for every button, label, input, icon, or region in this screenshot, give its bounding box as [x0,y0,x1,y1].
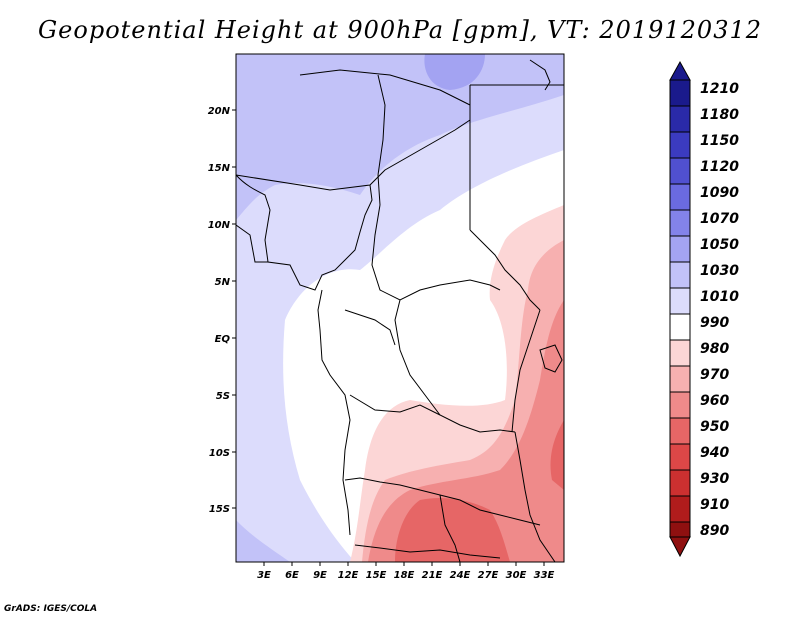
lat-label: EQ [215,334,231,345]
colorbar-segment [669,391,691,419]
colorbar-top-arrow [669,60,691,81]
lat-label: 5N [215,277,231,288]
height-field [236,54,564,562]
colorbar-segment [669,339,691,367]
colorbar-segment [669,235,691,263]
map-title: Geopotential Height at 900hPa [gpm], VT:… [38,16,762,44]
colorbar-label: 890 [700,523,729,539]
colorbar-segment [669,209,691,237]
colorbar-segment [669,313,691,341]
colorbar-label: 1050 [700,237,739,253]
colorbar: 1210 1180 1150 1120 1090 1070 1050 1030 … [669,60,739,558]
colorbar-label: 1150 [700,133,739,149]
lat-label: 10N [208,220,231,231]
colorbar-label: 1120 [700,159,739,175]
lon-label: 9E [313,570,327,581]
colorbar-bottom-arrow [669,536,691,558]
lon-label: 3E [257,570,271,581]
colorbar-segment [669,79,691,107]
colorbar-segment [669,521,691,538]
grads-credit: GrADS: IGES/COLA [4,604,98,614]
colorbar-label: 940 [700,445,729,461]
lon-label: 12E [338,570,359,581]
lat-label: 15N [208,163,231,174]
colorbar-label: 980 [700,341,729,357]
map-frame [235,53,565,563]
colorbar-label: 930 [700,471,729,487]
colorbar-label: 910 [700,497,729,513]
country-borders [236,59,564,562]
lon-label: 21E [422,570,443,581]
lat-label: 5S [216,391,230,402]
colorbar-segment [669,157,691,185]
colorbar-label: 950 [700,419,729,435]
colorbar-segment [669,469,691,497]
colorbar-segment [669,443,691,471]
colorbar-segment [669,261,691,289]
colorbar-segment [669,287,691,315]
colorbar-label: 1030 [700,263,739,279]
colorbar-segment [669,183,691,211]
colorbar-segment [669,495,691,523]
colorbar-segment [669,365,691,393]
colorbar-label: 1070 [700,211,739,227]
lon-label: 33E [534,570,555,581]
lat-label: 15S [209,504,230,515]
colorbar-segment [669,105,691,133]
lat-label: 10S [209,448,230,459]
colorbar-label: 1180 [700,107,739,123]
colorbar-label: 1090 [700,185,739,201]
colorbar-label: 1210 [700,81,739,97]
colorbar-label: 970 [700,367,729,383]
lon-label: 24E [450,570,471,581]
lat-label: 20N [208,106,231,117]
colorbar-segment [669,417,691,445]
colorbar-label: 960 [700,393,729,409]
lon-label: 15E [366,570,387,581]
lon-label: 6E [285,570,299,581]
colorbar-label: 990 [700,315,729,331]
colorbar-label: 1010 [700,289,739,305]
longitude-axis: 3E 6E 9E 12E 15E 18E 21E 24E 27E 30E 33E [257,562,555,581]
latitude-axis: 20N 15N 10N 5N EQ 5S 10S 15S [208,106,236,515]
lon-label: 30E [506,570,527,581]
colorbar-segment [669,131,691,159]
lon-label: 18E [394,570,415,581]
lon-label: 27E [478,570,499,581]
